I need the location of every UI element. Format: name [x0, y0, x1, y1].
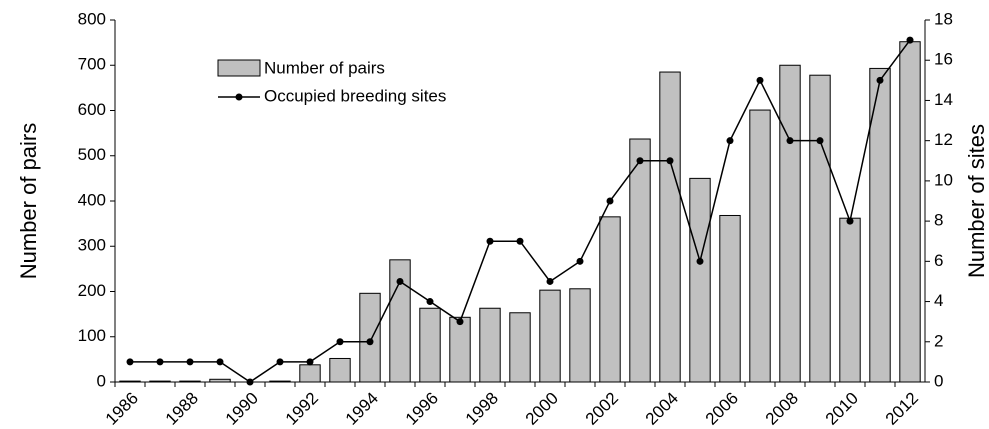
x-tick-label: 1990 — [222, 389, 262, 429]
point — [246, 378, 254, 386]
x-tick-label: 2010 — [822, 389, 862, 429]
x-tick-label: 1994 — [342, 389, 382, 429]
bar — [299, 364, 321, 383]
bar — [359, 292, 381, 383]
bar — [539, 289, 561, 383]
bar — [179, 380, 201, 383]
point — [366, 338, 374, 346]
bar — [659, 71, 681, 383]
y2-tick-label: 18 — [934, 9, 953, 28]
bar — [719, 214, 741, 383]
point — [276, 358, 284, 366]
y-tick-label: 800 — [78, 9, 106, 28]
legend-label: Number of pairs — [264, 58, 385, 77]
x-tick-label: 1998 — [462, 389, 502, 429]
y2-tick-label: 6 — [934, 251, 943, 270]
bar — [809, 74, 831, 383]
point — [456, 318, 464, 326]
bar — [149, 380, 171, 383]
y2-tick-label: 12 — [934, 130, 953, 149]
point — [846, 217, 854, 225]
point — [156, 358, 164, 366]
y2-tick-label: 2 — [934, 331, 943, 350]
point — [636, 157, 644, 165]
x-tick-label: 2006 — [702, 389, 742, 429]
legend-label: Occupied breeding sites — [264, 86, 446, 105]
y-tick-label: 100 — [78, 326, 106, 345]
y2-tick-label: 4 — [934, 291, 943, 310]
bar — [269, 380, 291, 383]
y2-axis-label: Number of sites — [964, 124, 989, 278]
bar — [689, 177, 711, 383]
y-tick-label: 0 — [97, 371, 106, 390]
bar — [119, 380, 141, 383]
x-tick-label: 2012 — [882, 389, 922, 429]
x-tick-label: 1988 — [162, 389, 202, 429]
point — [756, 76, 764, 84]
legend-swatch — [217, 59, 261, 77]
bar — [419, 307, 441, 383]
y-tick-label: 600 — [78, 100, 106, 119]
x-tick-label: 2008 — [762, 389, 802, 429]
point — [486, 237, 494, 245]
bar — [779, 64, 801, 383]
y-axis-label: Number of pairs — [16, 123, 41, 280]
x-tick-label: 2000 — [522, 389, 562, 429]
x-tick-label: 2004 — [642, 389, 682, 429]
bar — [479, 307, 501, 383]
y2-tick-label: 16 — [934, 50, 953, 69]
point — [216, 358, 224, 366]
bar — [569, 288, 591, 383]
point — [726, 137, 734, 145]
point — [426, 298, 434, 306]
point — [816, 137, 824, 145]
bar — [509, 312, 531, 383]
point — [786, 137, 794, 145]
bar — [749, 109, 771, 383]
x-tick-label: 1986 — [102, 389, 142, 429]
point — [666, 157, 674, 165]
point — [336, 338, 344, 346]
y-tick-label: 500 — [78, 145, 106, 164]
point — [396, 277, 404, 285]
y2-tick-label: 0 — [934, 371, 943, 390]
bar — [329, 357, 351, 383]
y-tick-label: 700 — [78, 55, 106, 74]
point — [126, 358, 134, 366]
y-tick-label: 200 — [78, 281, 106, 300]
point — [546, 277, 554, 285]
y2-tick-label: 10 — [934, 170, 953, 189]
x-tick-label: 1992 — [282, 389, 322, 429]
point — [696, 257, 704, 265]
bar — [839, 217, 861, 383]
point — [876, 76, 884, 84]
bar — [869, 67, 891, 383]
x-tick-label: 1996 — [402, 389, 442, 429]
point — [606, 197, 614, 205]
y-tick-label: 300 — [78, 236, 106, 255]
point — [186, 358, 194, 366]
y2-tick-label: 14 — [934, 90, 953, 109]
bar — [599, 216, 621, 383]
x-tick-label: 2002 — [582, 389, 622, 429]
y-tick-label: 400 — [78, 190, 106, 209]
bar — [629, 138, 651, 383]
bar — [899, 41, 921, 383]
bar — [209, 378, 231, 383]
legend-swatch — [235, 93, 243, 101]
point — [576, 257, 584, 265]
point — [516, 237, 524, 245]
point — [906, 36, 914, 44]
point — [306, 358, 314, 366]
bar — [449, 316, 471, 383]
y2-tick-label: 8 — [934, 211, 943, 230]
